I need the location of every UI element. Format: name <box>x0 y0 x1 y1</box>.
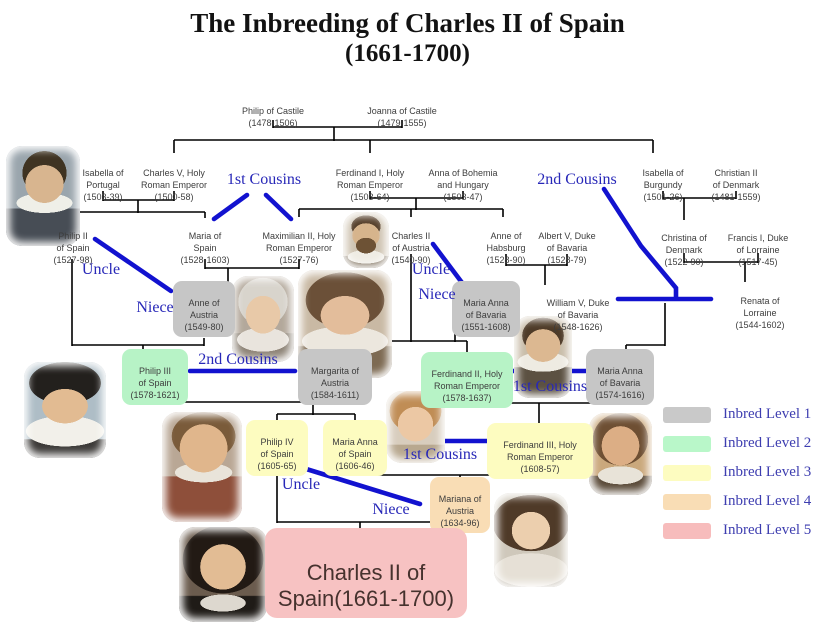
person-albert-v: Albert V, Duke of Bavaria (1528-79) <box>538 231 596 265</box>
portrait-anne-of-austria <box>232 276 294 362</box>
legend-label-level-4: Inbred Level 4 <box>723 493 812 509</box>
page-title: The Inbreeding of Charles II of Spain <box>190 8 625 38</box>
legend-swatch-level-1 <box>663 406 711 423</box>
legend-swatch-level-5 <box>663 522 711 539</box>
legend-row-level-1: Inbred Level 1 <box>663 406 811 423</box>
person-maria-anna-of-spain: Maria Anna of Spain (1606-46) <box>323 420 387 476</box>
portrait-philip-ii <box>6 146 80 246</box>
portrait-philip-iv <box>162 412 242 522</box>
person-ferdinand-ii: Ferdinand II, Holy Roman Emperor (1578-16… <box>421 352 513 408</box>
person-isabella-of-portugal: Isabella of Portugal (1503-39) <box>82 168 124 202</box>
person-philip-iii: Philip III of Spain (1578-1621) <box>122 349 188 405</box>
label-niece-left: Niece <box>136 299 174 316</box>
person-margarita-of-austria: Margarita of Austria (1584-1611) <box>298 349 372 405</box>
inbred-level-legend: Inbred Level 1 Inbred Level 2 Inbred Lev… <box>663 406 811 539</box>
portrait-philip-iii <box>24 362 106 458</box>
person-maria-of-spain: Maria of Spain (1528-1603) <box>180 231 230 265</box>
label-2nd-cousins-middle: 2nd Cousins <box>198 351 278 368</box>
person-anne-of-austria: Anne of Austria (1549-80) <box>173 281 235 337</box>
legend-label-level-5: Inbred Level 5 <box>723 522 812 538</box>
label-1st-cousins-middle: 1st Cousins <box>512 378 588 395</box>
legend-label-level-3: Inbred Level 3 <box>723 464 812 480</box>
person-charles-ii-of-austria: Charles II of Austria (1540-90) <box>391 231 431 265</box>
label-uncle-right: Uncle <box>411 261 451 278</box>
person-philip-iv: Philip IV of Spain (1605-65) <box>246 420 308 476</box>
person-maria-anna-of-bavaria-younger: Maria Anna of Bavaria (1574-1616) <box>586 349 654 405</box>
person-christina-of-denmark: Christina of Denmark (1522-90) <box>661 233 707 267</box>
portrait-ferdinand-ii <box>514 316 572 398</box>
portrait-ferdinand-iii <box>589 413 652 495</box>
portrait-maximilian-ii <box>343 212 389 268</box>
person-ferdinand-iii: Ferdinand III, Holy Roman Emperor (1608-5… <box>487 423 593 479</box>
label-2nd-cousins-top: 2nd Cousins <box>537 171 617 188</box>
legend-label-level-2: Inbred Level 2 <box>723 435 812 451</box>
person-charles-ii-of-spain: Charles II of Spain(1661-1700) <box>265 528 467 618</box>
label-1st-cousins-top: 1st Cousins <box>226 171 302 188</box>
person-anna-of-bohemia: Anna of Bohemia and Hungary (1503-47) <box>428 168 498 202</box>
label-uncle-bottom: Uncle <box>281 476 321 493</box>
person-mariana-of-austria: Mariana of Austria (1634-96) <box>430 477 490 533</box>
legend-row-level-3: Inbred Level 3 <box>663 464 811 481</box>
legend-row-level-2: Inbred Level 2 <box>663 435 811 452</box>
person-renata-of-lorraine: Renata of Lorraine (1544-1602) <box>735 296 785 330</box>
legend-swatch-level-4 <box>663 493 711 510</box>
label-niece-right: Niece <box>418 286 456 303</box>
label-uncle-left: Uncle <box>81 261 121 278</box>
person-philip-ii: Philip II of Spain (1527-98) <box>53 231 93 265</box>
portrait-charles-ii <box>179 527 267 622</box>
person-ferdinand-i: Ferdinand I, Holy Roman Emperor (1503-64) <box>335 168 405 202</box>
person-christian-ii: Christian II of Denmark (1481-1559) <box>711 168 761 202</box>
person-anne-of-habsburg: Anne of Habsburg (1528-90) <box>486 231 526 265</box>
label-niece-bottom: Niece <box>372 501 410 518</box>
person-maria-anna-of-bavaria-elder: Maria Anna of Bavaria (1551-1608) <box>452 281 520 337</box>
page-title-dates: (1661-1700) <box>345 40 470 67</box>
legend-swatch-level-3 <box>663 464 711 481</box>
person-joanna-of-castile: Joanna of Castile (1479-1555) <box>367 106 437 128</box>
label-1st-cousins-bottom: 1st Cousins <box>402 446 478 463</box>
person-maximilian-ii: Maximilian II, Holy Roman Emperor (1527-7… <box>262 231 336 265</box>
person-philip-of-castile: Philip of Castile (1478-1506) <box>241 106 305 128</box>
legend-row-level-4: Inbred Level 4 <box>663 493 811 510</box>
person-francis-i: Francis I, Duke of Lorraine (1517-45) <box>727 233 789 267</box>
person-william-v: William V, Duke of Bavaria (1548-1626) <box>546 298 610 332</box>
legend-swatch-level-2 <box>663 435 711 452</box>
legend-row-level-5: Inbred Level 5 <box>663 522 811 539</box>
person-isabella-of-burgundy: Isabella of Burgundy (1501-26) <box>642 168 684 202</box>
person-charles-v: Charles V, Holy Roman Emperor (1500-58) <box>140 168 208 202</box>
portrait-margaret-theresa <box>494 493 568 587</box>
legend-label-level-1: Inbred Level 1 <box>723 406 812 422</box>
